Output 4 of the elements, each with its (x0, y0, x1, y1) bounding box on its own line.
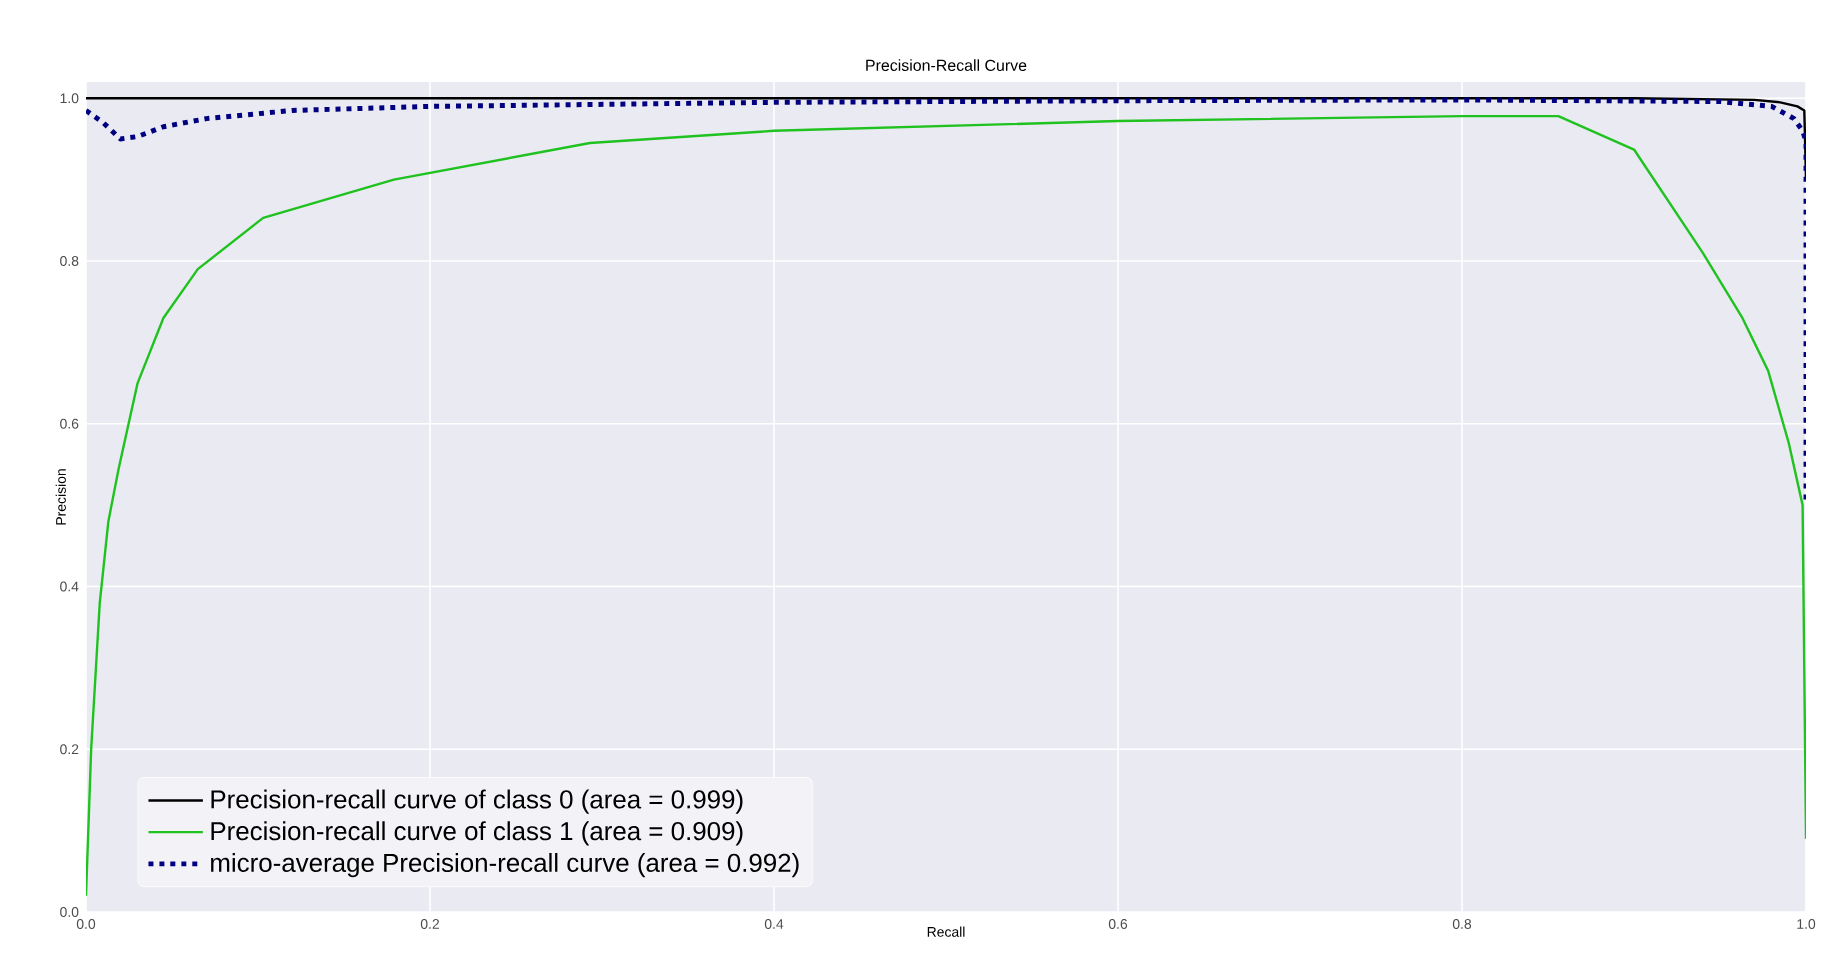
legend-label: Precision-recall curve of class 1 (area = 0.909) (211, 821, 743, 846)
line-series (86, 114, 1807, 897)
legend-label: micro-average Precision-recall curve (area = 0.992) (211, 852, 799, 878)
legend-label: Precision-recall curve of class 0 (area = 0.999) (211, 789, 743, 814)
